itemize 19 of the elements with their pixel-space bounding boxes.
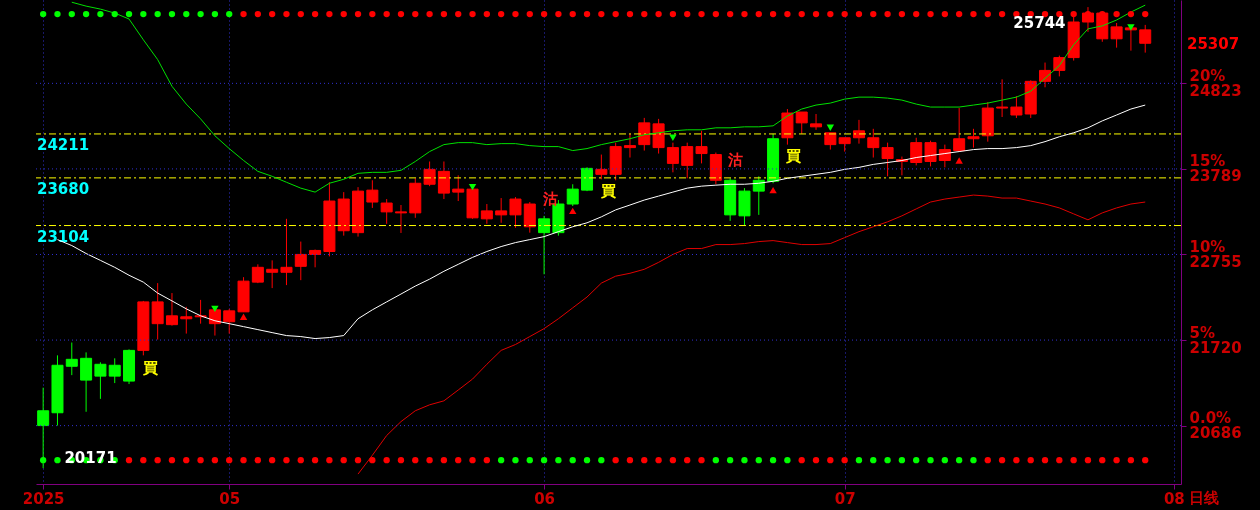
text: 25307 [1187, 35, 1240, 53]
annotation: 買 [142, 359, 158, 377]
annotation: 買 [600, 182, 616, 200]
y-tick-label: 20686 [1189, 424, 1242, 443]
annotation: 20171 [64, 449, 117, 467]
annotation: 沽 [727, 151, 744, 169]
y-tick-label: 23789 [1189, 167, 1242, 186]
text: 日线 [1189, 489, 1219, 507]
x-tick-label: 07 [834, 489, 856, 508]
annotation: 買 [784, 147, 801, 165]
ref-line-label: 23104 [37, 227, 90, 246]
x-tick-label: 05 [219, 489, 241, 508]
x-tick-label: 2025 [22, 489, 65, 508]
x-tick-label: 08 [1163, 489, 1185, 508]
annotation: 沽 [542, 190, 559, 208]
ref-line-label: 24211 [37, 135, 90, 154]
annotation: 25744 [1013, 14, 1066, 32]
ref-line-label: 23680 [37, 179, 90, 198]
x-tick-label: 06 [534, 489, 556, 508]
